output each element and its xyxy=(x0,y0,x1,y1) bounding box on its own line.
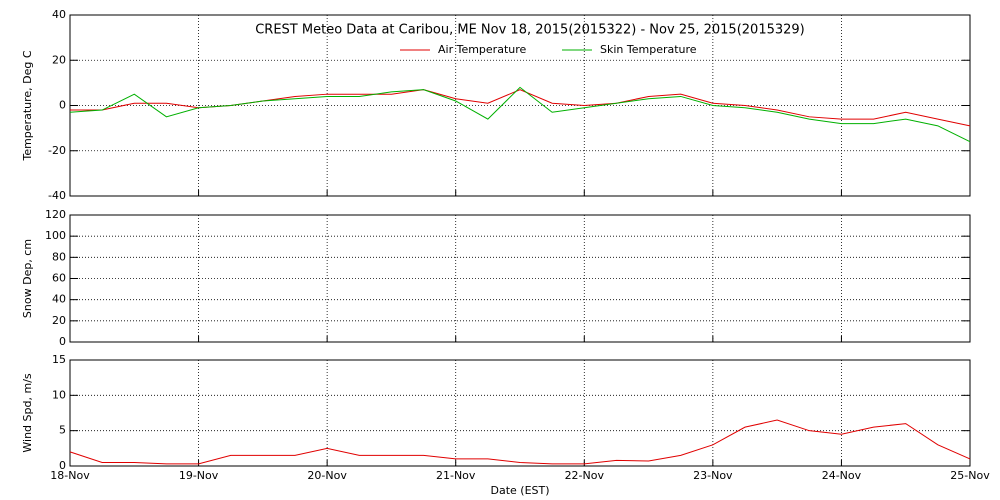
y-tick-label: -40 xyxy=(48,189,66,202)
y-tick-label: 5 xyxy=(59,424,66,437)
y-tick-label: 120 xyxy=(45,208,66,221)
x-tick-label: 18-Nov xyxy=(50,469,90,482)
y-tick-label: 60 xyxy=(52,272,66,285)
y-axis-label: Snow Dep, cm xyxy=(21,239,34,318)
y-tick-label: 80 xyxy=(52,250,66,263)
y-axis-label: Temperature, Deg C xyxy=(21,50,34,161)
y-tick-label: 40 xyxy=(52,293,66,306)
y-tick-label: 0 xyxy=(59,99,66,112)
y-tick-label: -20 xyxy=(48,144,66,157)
y-tick-label: 15 xyxy=(52,353,66,366)
y-axis-label: Wind Spd, m/s xyxy=(21,373,34,453)
legend-label: Skin Temperature xyxy=(600,43,697,56)
y-tick-label: 40 xyxy=(52,8,66,21)
legend-label: Air Temperature xyxy=(438,43,527,56)
plot-frame xyxy=(69,214,971,343)
data-line xyxy=(69,86,971,143)
y-tick-label: 20 xyxy=(52,314,66,327)
x-tick-label: 23-Nov xyxy=(693,469,733,482)
x-axis-label: Date (EST) xyxy=(490,484,549,497)
y-tick-label: 10 xyxy=(52,388,66,401)
y-tick-label: 0 xyxy=(59,459,66,472)
x-tick-label: 22-Nov xyxy=(565,469,605,482)
x-tick-label: 20-Nov xyxy=(307,469,347,482)
chart-title: CREST Meteo Data at Caribou, ME Nov 18, … xyxy=(255,23,805,38)
plot-frame xyxy=(69,359,971,467)
y-tick-label: 20 xyxy=(52,53,66,66)
plot-frame xyxy=(69,14,971,197)
y-tick-label: 0 xyxy=(59,335,66,348)
x-tick-label: 19-Nov xyxy=(179,469,219,482)
x-tick-label: 21-Nov xyxy=(436,469,476,482)
y-tick-label: 100 xyxy=(45,229,66,242)
x-tick-label: 25-Nov xyxy=(950,469,990,482)
data-line xyxy=(69,419,971,465)
x-tick-label: 24-Nov xyxy=(822,469,862,482)
